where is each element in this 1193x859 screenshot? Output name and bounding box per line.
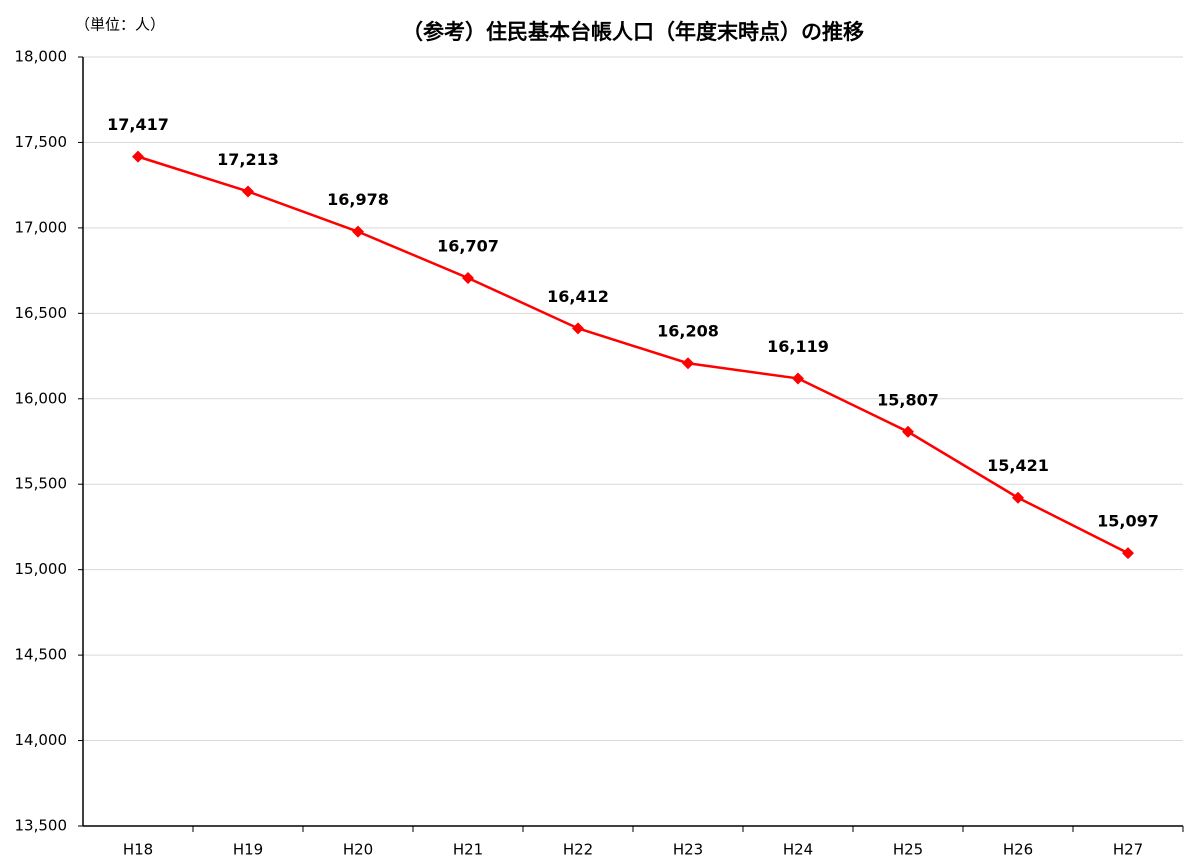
x-tick-label: H27: [1113, 841, 1143, 859]
data-label: 16,412: [547, 287, 609, 306]
y-tick-label: 15,500: [15, 475, 68, 493]
y-tick-label: 18,000: [15, 48, 68, 66]
data-label: 16,119: [767, 337, 829, 356]
y-tick-label: 16,500: [15, 304, 68, 322]
x-tick-label: H25: [893, 841, 923, 859]
data-label: 16,208: [657, 322, 719, 341]
unit-label: （単位：人）: [75, 16, 165, 34]
y-tick-label: 14,500: [15, 646, 68, 664]
data-label: 16,707: [437, 236, 499, 255]
marker: [462, 271, 474, 284]
data-label: 16,978: [327, 190, 389, 209]
marker: [1012, 491, 1024, 504]
x-tick-label: H23: [673, 841, 703, 859]
y-tick-label: 17,000: [15, 218, 68, 236]
marker: [242, 185, 254, 198]
data-label: 15,097: [1097, 512, 1159, 531]
data-label: 15,421: [987, 456, 1049, 475]
data-label: 17,417: [107, 115, 169, 134]
marker: [1122, 547, 1134, 560]
chart-title: （参考）住民基本台帳人口（年度末時点）の推移: [402, 20, 864, 44]
x-tick-label: H19: [233, 841, 263, 859]
y-tick-label: 17,500: [15, 133, 68, 151]
data-label: 17,213: [217, 150, 279, 169]
x-tick-label: H21: [453, 841, 483, 859]
marker: [352, 225, 364, 238]
marker: [572, 322, 584, 335]
marker: [792, 372, 804, 385]
x-tick-label: H22: [563, 841, 593, 859]
marker: [132, 150, 144, 163]
data-label: 15,807: [877, 390, 939, 409]
marker: [902, 425, 914, 438]
y-tick-label: 14,000: [15, 731, 68, 749]
x-tick-label: H26: [1003, 841, 1033, 859]
y-tick-label: 16,000: [15, 389, 68, 407]
x-tick-label: H20: [343, 841, 373, 859]
marker: [682, 357, 694, 370]
x-tick-label: H18: [123, 841, 153, 859]
y-tick-label: 13,500: [15, 817, 68, 835]
x-tick-label: H24: [783, 841, 813, 859]
y-tick-label: 15,000: [15, 560, 68, 578]
series-line: [137, 155, 1129, 555]
